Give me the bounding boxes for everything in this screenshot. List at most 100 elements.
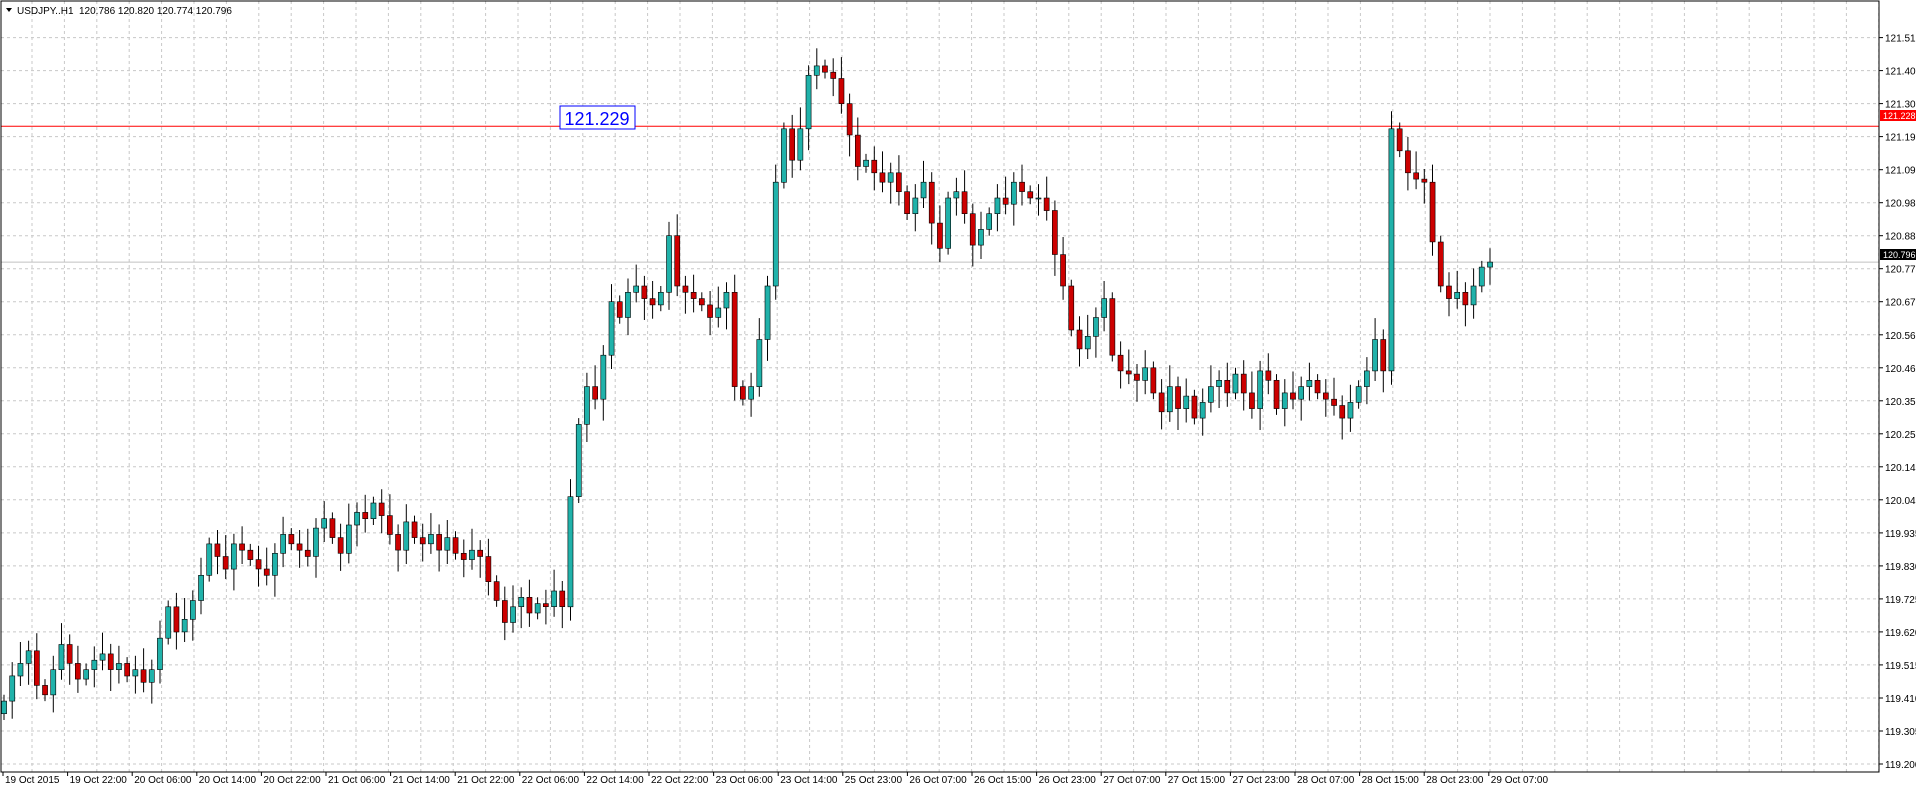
hline-object-label[interactable]: 121.229 — [559, 105, 636, 130]
candle — [354, 502, 360, 547]
candle — [1093, 307, 1099, 358]
bull-candle-body — [584, 386, 590, 425]
bull-candle-body — [657, 291, 664, 306]
candle — [436, 524, 443, 572]
bull-candle-body — [1347, 402, 1354, 419]
bear-candle-body — [690, 291, 697, 299]
bear-candle-body — [739, 386, 746, 400]
bull-candle-body — [764, 285, 771, 340]
x-tick-label: 28 Oct 23:00 — [1426, 775, 1484, 786]
candle — [608, 284, 615, 369]
bull-candle-body — [805, 75, 812, 130]
y-tick-label: 120.565 — [1885, 331, 1916, 342]
candles — [1, 48, 1493, 720]
candle — [337, 523, 344, 571]
bull-candle-body — [428, 534, 434, 545]
bull-candle-body — [567, 496, 574, 608]
bear-candle-body — [698, 298, 705, 306]
candle — [329, 512, 336, 544]
candle — [42, 679, 48, 702]
bear-candle-body — [592, 386, 598, 400]
candle — [1487, 248, 1493, 285]
candle — [937, 205, 943, 263]
bear-candle-body — [222, 556, 229, 570]
bull-candle-body — [1298, 386, 1304, 400]
bull-candle-body — [354, 512, 360, 526]
candle — [296, 530, 303, 568]
candle — [1232, 367, 1239, 400]
candle — [1364, 357, 1370, 405]
bear-candle-body — [66, 644, 73, 664]
candle — [157, 620, 163, 684]
candle — [395, 524, 401, 572]
bear-candle-body — [1380, 339, 1387, 372]
bear-candle-body — [1060, 254, 1066, 287]
candle — [263, 547, 270, 586]
bull-candle-body — [1208, 386, 1214, 403]
candle — [1109, 292, 1116, 362]
candle — [772, 164, 779, 300]
y-tick-label: 119.410 — [1885, 694, 1916, 705]
bear-candle-body — [1150, 367, 1157, 394]
bear-candle-body — [1125, 370, 1132, 375]
candle — [140, 648, 147, 693]
candle — [58, 623, 65, 680]
bull-candle-body — [1306, 379, 1313, 387]
bull-candle-body — [756, 339, 763, 388]
ohlc-label: 120.786 120.820 120.774 120.796 — [79, 6, 232, 17]
candle — [1167, 365, 1173, 422]
candle — [789, 114, 795, 178]
candle — [107, 643, 114, 691]
bull-candle-body — [813, 65, 820, 76]
bear-candle-body — [879, 172, 886, 183]
candle — [1413, 151, 1419, 190]
candle — [9, 662, 16, 719]
x-tick-label: 19 Oct 22:00 — [70, 775, 128, 786]
candle — [370, 496, 377, 525]
bull-candle-body — [58, 644, 65, 671]
candle — [649, 281, 656, 319]
bear-candle-body — [854, 134, 861, 167]
x-tick-label: 20 Oct 22:00 — [263, 775, 321, 786]
candle — [1084, 314, 1091, 359]
bull-candle-body — [91, 659, 98, 670]
candle — [17, 642, 24, 686]
candle — [813, 48, 820, 90]
candle — [460, 539, 467, 578]
bear-candle-body — [1224, 379, 1231, 394]
candle — [575, 418, 582, 503]
bull-candle-body — [190, 600, 196, 620]
bull-candle-body — [1084, 335, 1091, 350]
x-tick-label: 20 Oct 14:00 — [199, 775, 257, 786]
candle — [1175, 376, 1181, 430]
x-tick-label: 29 Oct 07:00 — [1491, 775, 1549, 786]
current-price-tag: 120.796 — [1880, 249, 1916, 260]
candle — [214, 530, 221, 575]
candle — [657, 286, 664, 312]
candle — [1150, 361, 1157, 400]
candle — [1240, 360, 1247, 411]
candle — [75, 645, 81, 693]
candle — [50, 655, 57, 713]
candle — [1429, 164, 1436, 256]
candle — [542, 589, 549, 625]
candle — [698, 292, 705, 312]
bull-candle-body — [510, 606, 516, 623]
bull-candle-body — [994, 197, 1001, 214]
candle — [526, 579, 533, 627]
candle — [1281, 379, 1288, 427]
bear-candle-body — [1019, 181, 1025, 192]
bear-candle-body — [1273, 379, 1280, 409]
dropdown-triangle-icon[interactable] — [6, 8, 12, 12]
bear-candle-body — [1421, 178, 1428, 183]
y-tick-label: 120.040 — [1885, 496, 1916, 507]
candle — [904, 185, 910, 220]
bear-candle-body — [846, 103, 853, 136]
candle — [764, 275, 771, 361]
bear-candle-body — [1027, 191, 1034, 199]
candle — [863, 153, 869, 173]
x-tick-label: 22 Oct 06:00 — [522, 775, 580, 786]
x-tick-label: 23 Oct 06:00 — [716, 775, 774, 786]
